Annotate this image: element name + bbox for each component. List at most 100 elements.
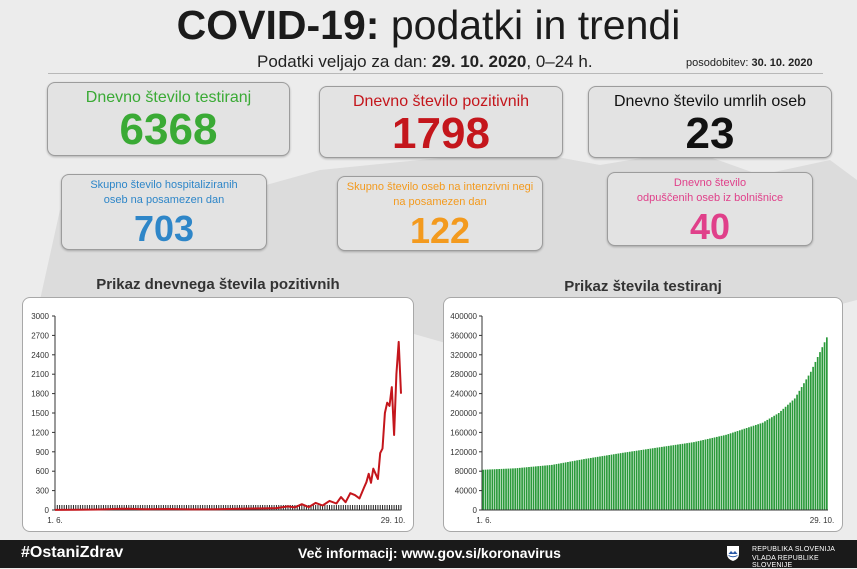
test-bar [535,466,537,510]
test-bar [661,446,663,510]
page-title: COVID-19: podatki in trendi [0,2,857,48]
update-date: 30. 10. 2020 [751,57,813,69]
test-bar [768,418,771,510]
y-tick-label: 3000 [31,312,49,321]
x-label-end: 29. 10. [810,516,834,525]
test-bar [677,444,679,510]
test-bar [665,446,668,510]
y-tick-label: 160000 [450,428,477,437]
test-bar [647,448,649,510]
chart-tests-panel: 0 40000 80000 120000 160000 200000 240000 28000… [443,297,843,532]
test-bar [530,466,533,510]
card-icu-value: 122 [409,210,471,251]
test-bar [521,467,523,510]
test-bar [699,440,702,510]
test-bar [562,462,565,510]
test-bar [743,428,746,510]
y-tick-label: 320000 [450,351,477,360]
gov-line-2: VLADA REPUBLIKE SLOVENIJE [752,555,819,569]
y-tick-label: 280000 [450,370,477,379]
test-bar [514,468,517,510]
test-bar [738,430,741,510]
y-tick-label: 360000 [450,331,477,340]
test-bar [748,427,750,510]
test-bar [569,461,572,510]
test-bar [771,417,773,510]
test-bar [709,438,711,510]
test-bar [791,400,794,510]
test-bar [681,443,684,510]
test-bar [590,457,592,510]
test-bar [686,443,688,510]
test-bar [789,402,792,510]
chart-tests: 0 40000 80000 120000 160000 200000 240000 28000… [450,312,834,525]
x-label-start: 1. 6. [476,516,492,525]
test-bar [757,424,759,510]
test-bar [800,387,803,510]
card-hospitalized-label-1: Skupno število hospitaliziranih [90,179,238,191]
footer-bar: #OstaniZdrav Več informacij: www.gov.si/… [0,540,857,569]
test-bar [702,440,704,510]
y-tick-label: 40000 [455,487,478,496]
test-bar [615,453,617,510]
card-icu-label-1: Skupno število oseb na intenzivni negi [346,181,534,193]
y-tick-label: 300 [36,487,50,496]
test-bar [773,415,775,510]
test-bar [734,431,737,510]
test-bar [814,361,817,510]
test-bar [631,451,633,510]
test-bar [599,456,601,510]
gov-line-1: REPUBLIKA SLOVENIJA [752,546,836,553]
government-logo: REPUBLIKA SLOVENIJA VLADA REPUBLIKE SLOV… [726,544,851,569]
test-bar [693,442,695,510]
test-bar [644,449,647,510]
test-bar [761,422,764,510]
y-tick-label: 900 [36,448,50,457]
chart-positive: 0 300 600 900 1200 1500 1800 2100 2400 2700 3000 1.… [31,312,405,525]
card-daily-tests-value: 6368 [119,105,218,154]
y-tick-label: 600 [36,467,50,476]
test-bar [672,445,675,510]
test-bar [759,423,762,510]
test-bar [688,442,691,510]
test-bar [732,432,734,510]
test-bar [532,466,535,510]
test-bar [603,455,606,510]
test-bar [626,452,629,510]
test-bar [596,456,599,510]
test-bar [697,441,700,510]
card-daily-positive-value: 1798 [392,109,490,158]
test-bar [505,468,507,510]
test-bar [486,469,489,510]
positive-line [54,340,402,511]
test-bar [622,452,624,510]
test-bar [729,433,732,510]
test-bar [557,463,560,510]
test-bar [649,448,652,510]
footer-info-link[interactable]: Več informacij: www.gov.si/koronavirus [298,545,561,561]
card-daily-tests: Dnevno število testiranj 6368 [47,82,290,156]
test-bar [628,451,631,510]
test-bar [482,469,484,510]
test-bar [491,469,494,510]
test-bar [683,443,686,510]
y-tick-label: 200000 [450,409,477,418]
test-bar [580,459,583,510]
card-hospitalized-value: 703 [133,208,195,249]
test-bar [594,457,597,510]
test-bar [667,445,670,510]
test-bar [720,435,723,510]
chart-tests-title: Prikaz števila testiranj [564,278,722,295]
test-bar [551,464,553,510]
test-bar [656,447,659,510]
update-label: posodobitev: [686,57,749,69]
test-bar [516,468,519,510]
test-bar [780,410,782,510]
test-bar [826,337,828,510]
test-bar [766,419,769,510]
test-bar [635,450,638,510]
test-bar [507,468,510,510]
test-bar [754,424,757,510]
test-bar [670,445,672,510]
test-bar [711,437,714,510]
